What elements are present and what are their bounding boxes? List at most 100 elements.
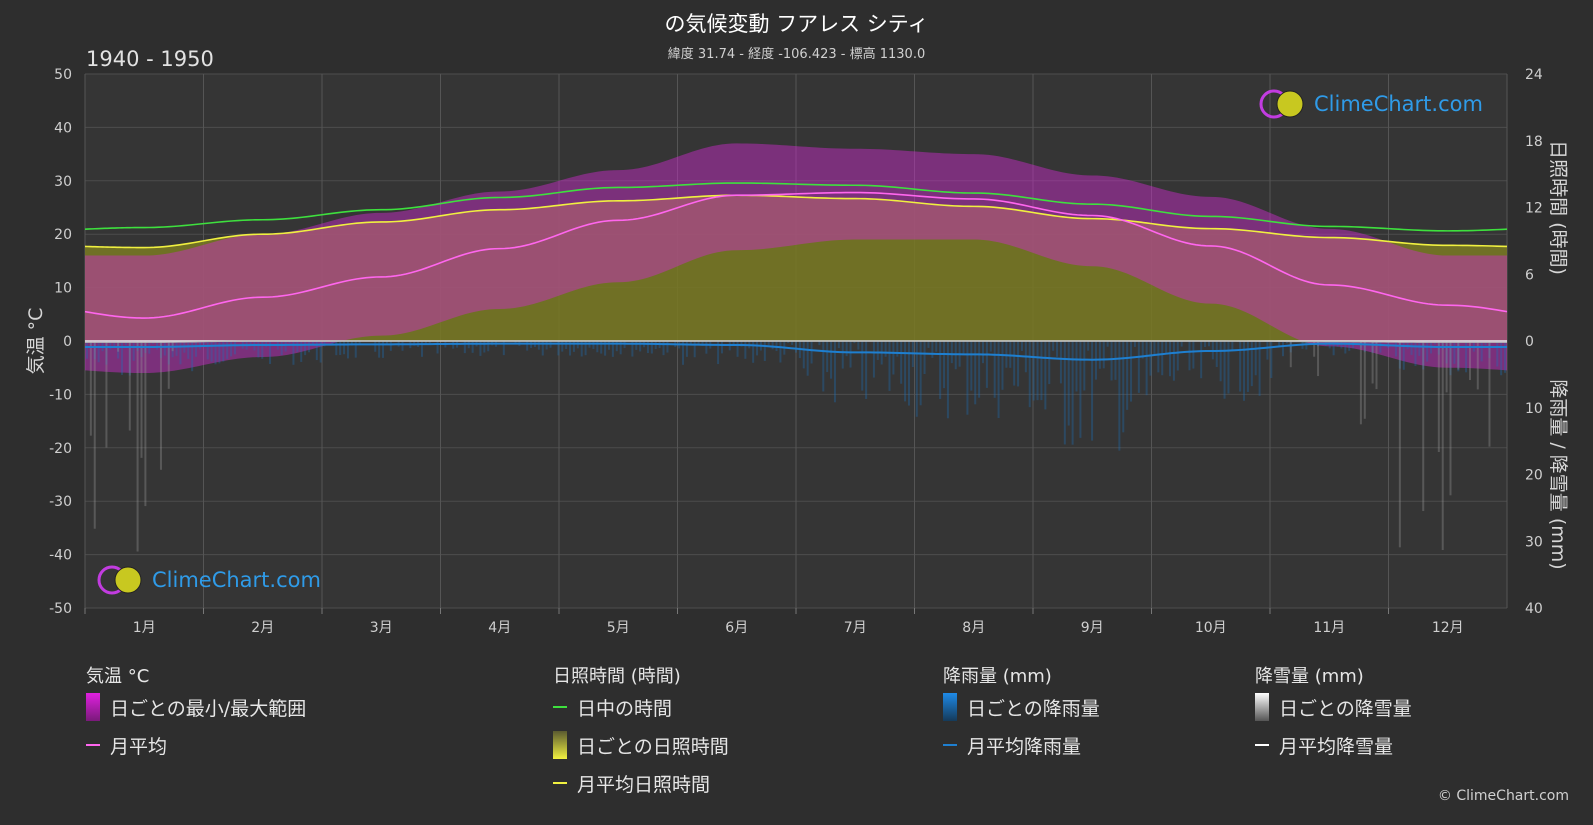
rain-bar — [1344, 341, 1347, 354]
legend-label: 日ごとの降雪量 — [1279, 697, 1412, 720]
rain-bar — [974, 341, 977, 405]
snow-bar — [1445, 341, 1448, 393]
rain-bar — [304, 341, 307, 356]
rain-bar — [424, 341, 427, 344]
rain-bar — [857, 341, 860, 350]
rain-bar — [128, 341, 131, 376]
rain-bar — [378, 341, 381, 358]
rain-bar — [319, 341, 322, 363]
rain-bar — [233, 341, 236, 355]
rain-bar — [1048, 341, 1051, 385]
x-tick-label: 5月 — [607, 620, 630, 636]
rain-bar — [744, 341, 747, 359]
rain-bar — [1133, 341, 1136, 347]
rain-bar — [1219, 341, 1222, 382]
rain-bar — [833, 341, 836, 403]
rain-bar — [650, 341, 653, 354]
rain-bar — [93, 341, 96, 360]
y-tick-label: 50 — [54, 67, 72, 83]
rain-bar — [109, 341, 112, 350]
rain-bar — [666, 341, 669, 353]
rain-bar — [985, 341, 988, 388]
y-tick-label: -40 — [49, 548, 72, 564]
brand-logo-bottom[interactable]: ClimeChart.com — [96, 564, 321, 596]
rain-bar — [315, 341, 318, 361]
y-tick-label: -10 — [49, 387, 72, 403]
rain-bar — [962, 341, 965, 354]
legend-heading: 日照時間 (時間) — [553, 666, 681, 687]
rain-bar — [810, 341, 813, 364]
sunshine-mean-swatch — [553, 782, 567, 784]
rain-bar — [1141, 341, 1144, 359]
rain-bar — [132, 341, 135, 361]
rain-bar — [989, 341, 992, 352]
rain-bar — [1176, 341, 1179, 371]
rain-bar — [156, 341, 159, 350]
snow-bar — [1363, 341, 1366, 419]
rain-bar — [1328, 341, 1331, 349]
snow-bar — [136, 341, 139, 552]
rain-bar — [1122, 341, 1125, 433]
rain-bar — [646, 341, 649, 354]
y-tick-label: 0 — [63, 334, 72, 350]
rain-bar — [514, 341, 517, 344]
legend-label: 月平均降雨量 — [967, 735, 1082, 758]
snow-bar — [1317, 341, 1320, 377]
rain-bar — [1137, 341, 1140, 393]
rain-bar — [230, 341, 233, 357]
rain-bar — [1172, 341, 1175, 381]
rain-bar — [607, 341, 610, 350]
rain-bar — [343, 341, 346, 355]
rain-bar — [163, 341, 166, 356]
daylight-swatch — [553, 706, 567, 708]
brand-logo-top[interactable]: ClimeChart.com — [1258, 88, 1483, 120]
rain-bar — [619, 341, 622, 355]
chart-subtitle: 緯度 31.74 - 経度 -106.423 - 標高 1130.0 — [667, 47, 926, 62]
right-axis-label-sunshine: 日照時間 (時間) — [1547, 140, 1569, 275]
x-tick-label: 3月 — [370, 620, 393, 636]
y-tick-label: 20 — [54, 227, 72, 243]
rain-bar — [1180, 341, 1183, 347]
rain-bar — [1009, 341, 1012, 368]
rain-bar — [1223, 341, 1226, 399]
rain-mean-line — [85, 342, 1507, 361]
snow-mean-swatch — [1255, 744, 1269, 746]
rain-bar — [950, 341, 953, 364]
rain-bar — [175, 341, 178, 356]
rain-bar — [121, 341, 124, 375]
rain-bar — [993, 341, 996, 398]
rain-bar — [693, 341, 696, 358]
rain-bar — [483, 341, 486, 353]
logo-icon — [1258, 88, 1308, 120]
rain-bar — [720, 341, 723, 354]
rain-bar — [900, 341, 903, 384]
rain-bar — [1153, 341, 1156, 356]
rain-bar — [1457, 341, 1460, 372]
rain-bar — [884, 341, 887, 357]
legend-label: 月平均 — [110, 735, 168, 758]
rain-bar — [1165, 341, 1168, 354]
rain-bar — [261, 341, 264, 359]
rain-bar — [1239, 341, 1242, 392]
legend-label: 日ごとの日照時間 — [577, 735, 729, 758]
right-tick-label: 40 — [1525, 601, 1543, 617]
snow-bar — [1468, 341, 1471, 381]
rain-bar — [600, 341, 603, 354]
rain-bar — [1106, 341, 1109, 347]
rain-bar — [592, 341, 595, 349]
rain-bar — [1110, 341, 1113, 381]
temp-range-band — [85, 143, 1507, 374]
rain-bar — [717, 341, 720, 365]
snow-bar — [89, 341, 92, 436]
rain-bar — [167, 341, 170, 365]
rain-bar — [1032, 341, 1035, 401]
rain-bar — [876, 341, 879, 360]
x-tick-label: 4月 — [488, 620, 511, 636]
rain-bar — [214, 341, 217, 365]
snow-bar — [1422, 341, 1425, 512]
period-label: 1940 - 1950 — [86, 47, 214, 71]
legend-item: 日ごとの最小/最大範囲 — [86, 688, 306, 726]
rain-bar — [1083, 341, 1086, 391]
rain-bar — [537, 341, 540, 350]
